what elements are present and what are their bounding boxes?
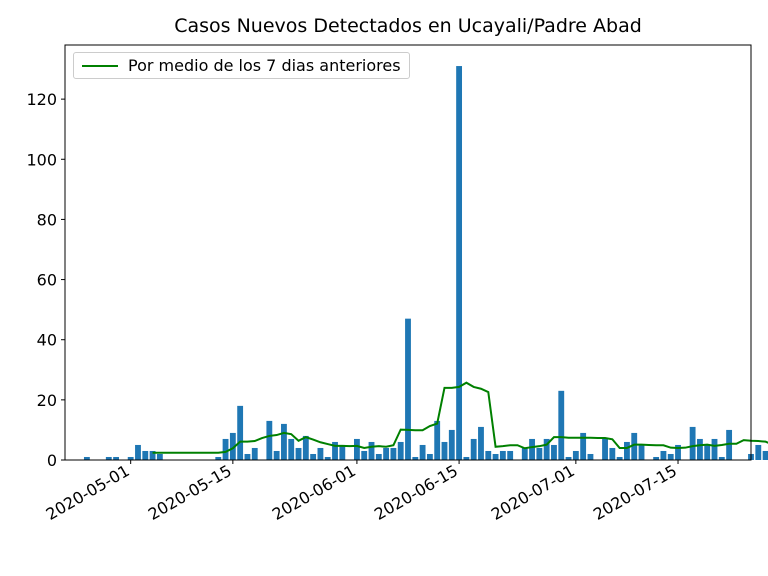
bar [127,456,134,460]
x-tick-label: 2020-07-01 [488,461,578,524]
bar [485,450,492,460]
bar [638,444,645,460]
bar [456,66,463,461]
x-tick-label: 2020-06-01 [269,461,359,524]
bar [324,456,331,460]
line-series [152,381,768,454]
bar [660,450,667,460]
bar [310,453,317,460]
legend-label: Por medio de los 7 dias anteriores [128,56,401,75]
y-tick-label: 80 [37,210,57,229]
bar [244,453,251,460]
bar [631,432,638,460]
bar [587,453,594,460]
x-tick-label: 2020-06-15 [371,461,461,524]
bar [354,438,360,460]
bar [602,438,608,460]
x-tick-label: 2020-05-15 [145,461,235,524]
bar [624,441,630,460]
y-tick-label: 40 [37,331,57,350]
bar [726,429,733,460]
bar [434,420,441,460]
bar [616,456,623,460]
bar [521,447,528,460]
bar [229,432,236,460]
bar [675,444,681,460]
bar [558,390,565,460]
bar [317,447,324,460]
y-tick-label: 60 [37,271,57,290]
bar [302,435,309,460]
bar [704,444,711,460]
bar [412,456,419,460]
bar [507,450,514,460]
bar [492,453,499,460]
moving-average-line [152,381,768,454]
bar [237,405,244,460]
bar [332,441,338,460]
bar [580,432,587,460]
bar [755,444,762,460]
bar [390,447,397,460]
bar [215,456,222,460]
bar [383,447,390,460]
bar [718,456,725,460]
y-tick-label: 0 [47,451,57,470]
bar [711,438,718,460]
plot-frame [64,44,752,461]
x-tick-label: 2020-05-01 [43,461,133,524]
bar [251,447,258,460]
y-axis: 0 20 40 60 80 100 120 [26,90,65,470]
y-tick-label: 120 [26,90,57,109]
bar [543,438,550,460]
bar [135,444,141,460]
bar [83,456,90,460]
bar [419,444,426,460]
bar [113,456,120,460]
bar [368,441,375,460]
bar [222,438,229,460]
bar [470,438,477,460]
bar [441,441,448,460]
x-tick-label: 2020-07-15 [590,461,680,524]
bar [762,450,768,460]
bar [609,447,616,460]
bar [142,450,149,460]
bar [339,444,346,460]
bar [565,456,572,460]
bar [295,447,302,460]
bar [667,453,674,460]
bar [149,450,156,460]
bar [156,453,163,460]
bar [426,453,433,460]
bar [405,318,411,460]
bar [281,423,287,460]
y-tick-label: 100 [26,150,57,169]
bar [273,450,280,460]
bar [375,453,382,460]
bar [551,444,557,460]
bar [478,426,484,460]
bar [529,438,535,460]
bar-series [83,66,768,461]
bar [572,450,579,460]
bar [499,450,506,460]
bar [536,447,543,460]
legend: Por medio de los 7 dias anteriores [73,52,410,79]
chart-title: Casos Nuevos Detectados en Ucayali/Padre… [174,15,642,37]
y-tick-label: 20 [37,391,57,410]
bar [448,429,455,460]
bar [105,456,112,460]
bar [653,456,660,460]
bar [266,420,273,460]
bar [361,450,368,460]
bar [397,441,404,460]
bar [689,426,696,460]
x-axis: 2020-05-01 2020-05-15 2020-06-01 2020-06-15… [43,460,680,524]
bar [288,438,295,460]
legend-line-swatch [82,64,118,67]
bar [697,438,703,460]
bar [463,456,470,460]
